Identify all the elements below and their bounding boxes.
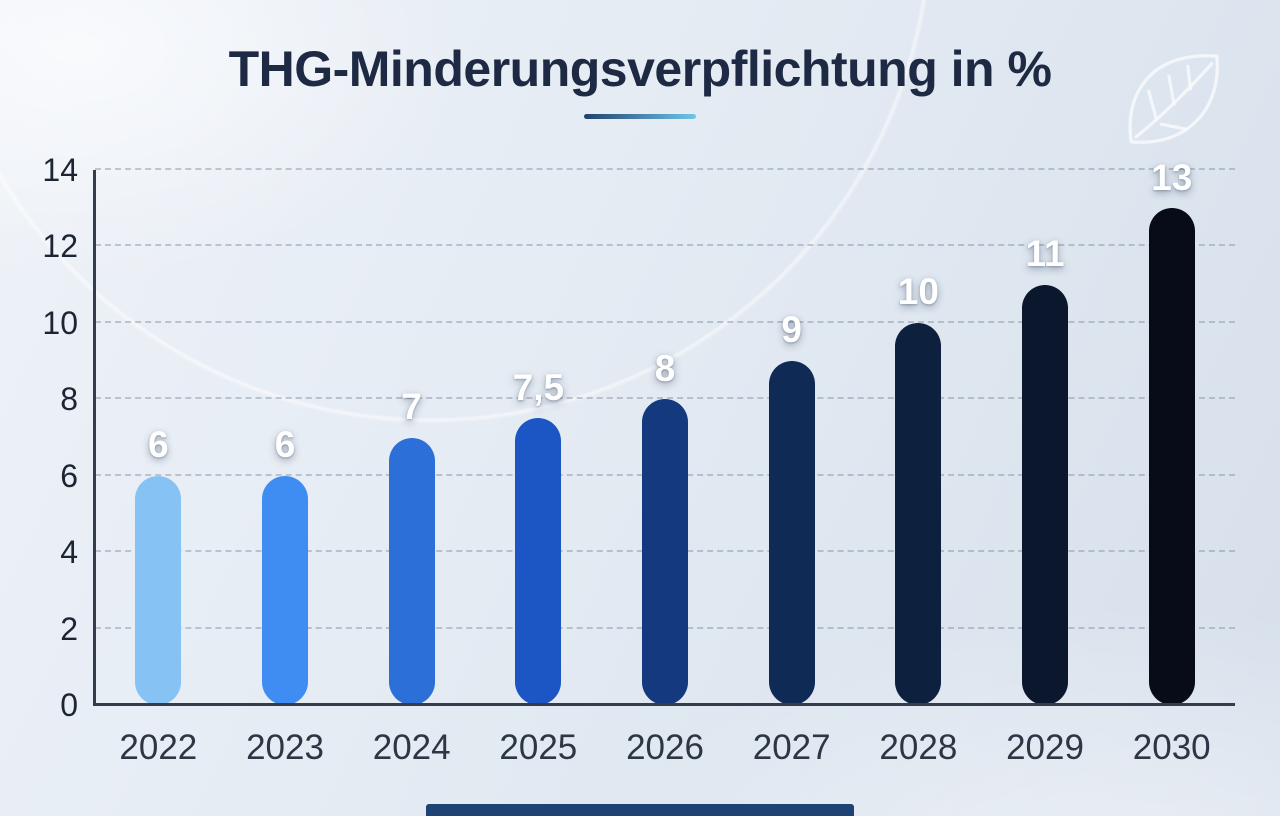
bar [768, 361, 815, 705]
x-axis-line [93, 703, 1235, 706]
bar-slot: 6 [222, 170, 349, 705]
x-tick-label: 2022 [119, 728, 198, 767]
y-tick-label: 10 [42, 304, 78, 341]
x-tick-label: 2024 [372, 728, 451, 767]
gridline [95, 168, 1235, 170]
bar-value-label: 7,5 [512, 366, 565, 408]
bars-container: 6 6 7 7,5 8 9 10 11 13 [95, 157, 1235, 705]
bar [1148, 208, 1195, 705]
bar-slot: 13 [1108, 157, 1235, 705]
bar-value-label: 10 [897, 271, 939, 313]
x-tick-label: 2026 [626, 728, 704, 767]
y-axis-labels: 0 2 4 6 8 10 12 14 [0, 154, 78, 721]
bar-value-label: 11 [1025, 232, 1065, 274]
x-tick-label: 2029 [1006, 728, 1084, 767]
bar-slot: 8 [602, 170, 729, 705]
y-tick-label: 8 [60, 381, 78, 418]
y-tick-label: 2 [60, 610, 78, 647]
bar-slot: 9 [728, 170, 855, 705]
x-tick-label: 2025 [499, 728, 578, 767]
title-underline-accent [584, 114, 696, 119]
bar-value-label: 9 [781, 309, 802, 351]
x-tick-label: 2030 [1132, 728, 1211, 767]
gridline [95, 397, 1235, 400]
y-tick-label: 0 [60, 687, 78, 723]
plot-area: 6 6 7 7,5 8 9 10 11 13 [93, 157, 1235, 706]
bar [895, 322, 942, 705]
bar [262, 475, 308, 705]
bar-slot: 11 [982, 170, 1109, 705]
bar-value-label: 13 [1151, 156, 1193, 198]
bar-slot: 7 [348, 170, 475, 705]
bar-slot: 10 [855, 170, 982, 705]
y-tick-label: 4 [60, 534, 78, 571]
bar [515, 418, 562, 705]
footer-accent-bar [426, 804, 854, 816]
bar-value-label: 6 [274, 424, 296, 466]
gridline [95, 320, 1235, 323]
bar-slot: 7,5 [475, 170, 602, 705]
bar [135, 475, 182, 705]
chart-header: THG-Minderungsverpflichtung in % [0, 40, 1280, 119]
x-tick-label: 2023 [246, 728, 324, 767]
y-axis-line [93, 170, 96, 706]
bar [642, 399, 689, 705]
bar-value-label: 8 [654, 347, 676, 389]
bar-slot: 6 [95, 170, 222, 705]
y-tick-label: 6 [60, 457, 78, 494]
y-tick-label: 12 [42, 228, 78, 265]
bar-value-label: 6 [148, 424, 169, 466]
bar [1022, 284, 1069, 705]
gridline [95, 244, 1235, 247]
x-tick-label: 2027 [752, 728, 831, 767]
x-axis-labels: 2022 2023 2024 2025 2026 2027 2028 2029 2030 [95, 727, 1235, 769]
leaf-icon [1128, 54, 1219, 144]
bar [388, 437, 435, 705]
y-tick-label: 14 [42, 152, 78, 188]
x-tick-label: 2028 [879, 728, 958, 767]
chart-title: THG-Minderungsverpflichtung in % [228, 41, 1052, 97]
bar-value-label: 7 [401, 385, 422, 427]
